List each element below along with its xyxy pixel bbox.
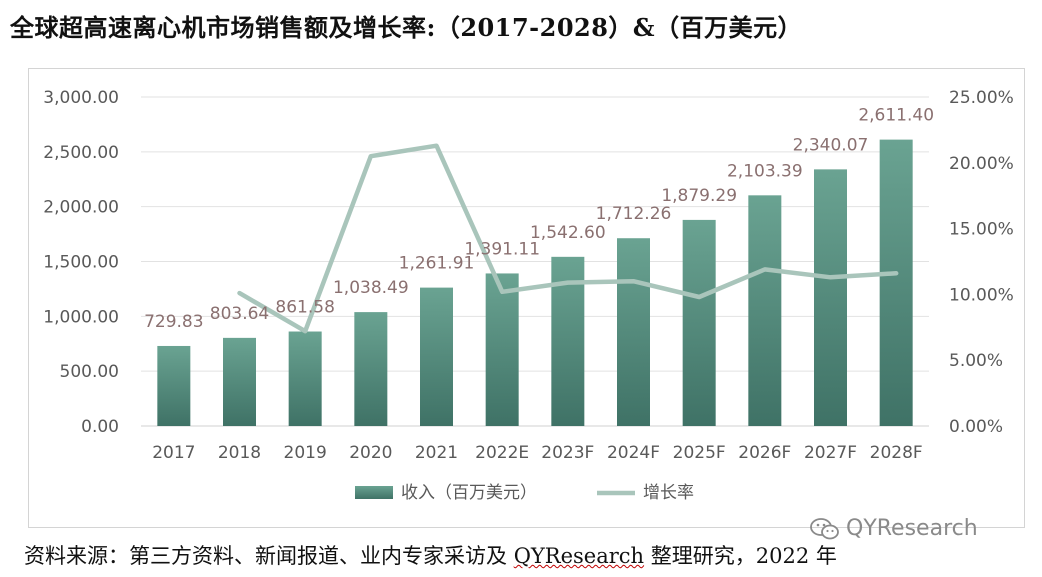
bar-data-label: 1,542.60 (530, 223, 606, 243)
y-right-tick-label: 10.00% (949, 285, 1014, 305)
x-tick-label: 2020 (349, 443, 392, 463)
bar-data-label: 1,261.91 (399, 254, 475, 274)
chart-frame: 0.00 500.00 1,000.00 1,500.00 2,000.00 2,500.… (28, 68, 1025, 528)
x-tick-label: 2022E (475, 443, 529, 463)
y-right-tick-label: 5.00% (949, 351, 1003, 371)
bar (879, 139, 913, 427)
bar (223, 337, 256, 426)
watermark-text: QYResearch (846, 516, 978, 541)
source-note: 资料来源：第三方资料、新闻报道、业内专家采访及 QYResearch 整理研究，… (24, 540, 837, 570)
legend-label-bar: 收入（百万美元） (401, 483, 537, 503)
x-tick-label: 2028F (870, 443, 923, 463)
source-prefix: 资料来源：第三方资料、新闻报道、业内专家采访及 (24, 544, 514, 568)
growth-rate-line (237, 143, 899, 334)
x-tick-label: 2026F (738, 443, 791, 463)
y-left-tick-label: 1,000.00 (43, 307, 119, 327)
bar-data-label: 1,712.26 (596, 204, 672, 224)
wechat-icon (810, 517, 839, 539)
watermark: QYResearch (810, 516, 978, 541)
bar (814, 169, 847, 426)
source-brand: QYResearch (513, 544, 645, 568)
bar-data-label: 2,103.39 (727, 161, 803, 181)
bar-data-label: 803.64 (210, 304, 269, 324)
combo-chart: 0.00 500.00 1,000.00 1,500.00 2,000.00 2,500.… (43, 88, 1014, 503)
y-left-tick-label: 2,500.00 (43, 143, 119, 163)
y-right-tick-label: 20.00% (949, 154, 1014, 174)
y-left-tick-label: 500.00 (60, 362, 119, 382)
x-tick-label: 2017 (152, 443, 195, 463)
x-tick-label: 2025F (673, 443, 726, 463)
bar-data-label: 2,611.40 (858, 106, 934, 126)
bar-data-label: 1,038.49 (333, 278, 409, 298)
y-left-tick-label: 0.00 (81, 417, 119, 437)
bar (354, 312, 388, 426)
y-right-tick-label: 0.00% (949, 417, 1003, 437)
source-suffix: 整理研究，2022 年 (644, 544, 837, 568)
chart-title: 全球超高速离心机市场销售额及增长率:（2017-2028）&（百万美元） (10, 13, 803, 42)
bar (682, 219, 716, 426)
bar-data-label: 729.83 (144, 312, 203, 332)
bar (288, 331, 322, 426)
bar (157, 345, 191, 426)
bar (485, 273, 519, 426)
x-tick-label: 2023F (541, 443, 594, 463)
bar (748, 195, 782, 426)
y-right-tick-label: 15.00% (949, 220, 1014, 240)
x-tick-label: 2018 (218, 443, 261, 463)
x-tick-label: 2027F (804, 443, 857, 463)
y-left-tick-label: 2,000.00 (43, 198, 119, 218)
bar (617, 238, 650, 426)
x-tick-label: 2021 (415, 443, 458, 463)
x-tick-label: 2019 (284, 443, 327, 463)
bar-data-label: 1,391.11 (464, 239, 540, 259)
legend-swatch-bar (355, 486, 393, 499)
y-left-tick-label: 3,000.00 (43, 88, 119, 108)
bar-data-label: 2,340.07 (793, 135, 869, 155)
bar-data-label: 861.58 (275, 298, 334, 318)
y-right-tick-label: 25.00% (949, 88, 1014, 108)
legend-label-line: 增长率 (643, 483, 694, 503)
bar (420, 287, 453, 426)
y-left-tick-label: 1,500.00 (43, 253, 119, 273)
x-tick-label: 2024F (607, 443, 660, 463)
bar-data-label: 1,879.29 (661, 186, 737, 206)
